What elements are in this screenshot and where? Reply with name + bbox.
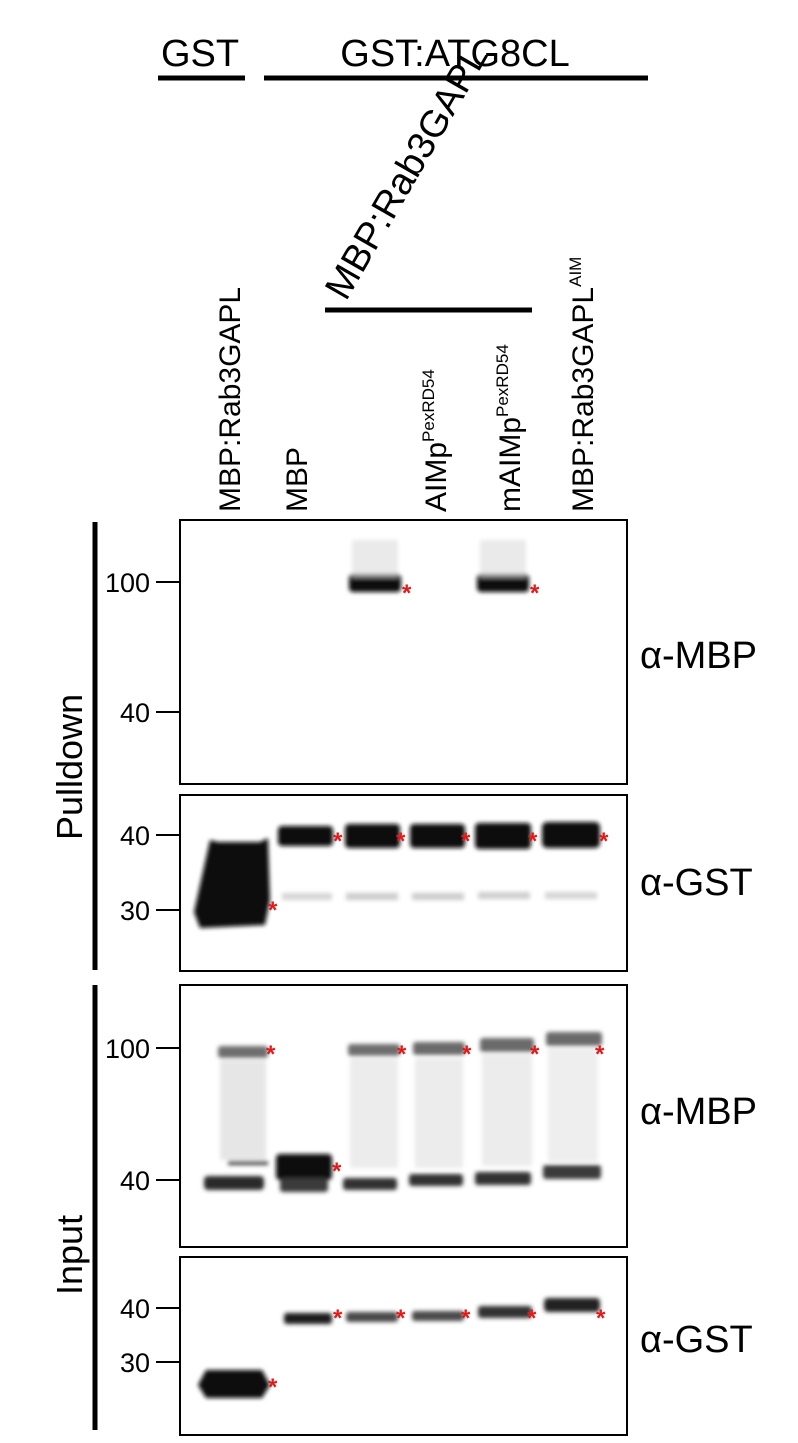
marker-label: 100 (105, 568, 150, 598)
antibody-label: α-GST (640, 1319, 753, 1361)
control-label: GST (161, 33, 239, 75)
svg-text:MBP: MBP (281, 447, 314, 512)
band-smear (220, 1060, 266, 1160)
band-smear (482, 1054, 532, 1166)
panel-input-mbp: 100 40 α-MBP (105, 1032, 757, 1196)
band-star: * (333, 828, 343, 855)
band (412, 1311, 464, 1321)
svg-text:Input: Input (49, 1215, 90, 1295)
band (343, 1178, 397, 1190)
band (284, 1313, 332, 1324)
svg-text:Pulldown: Pulldown (49, 694, 90, 840)
marker-label: 40 (120, 1166, 150, 1196)
band (543, 1165, 601, 1179)
panel-pulldown-gst: 40 30 α-GST * * * * * * (120, 821, 753, 928)
band-faint (412, 893, 464, 900)
input-label: Input (49, 1215, 90, 1295)
band-star: * (268, 1374, 278, 1401)
band (409, 1174, 463, 1186)
band-smear (415, 1058, 463, 1168)
band-star: * (595, 1041, 605, 1068)
band (546, 1032, 602, 1046)
band-star: * (596, 1305, 606, 1332)
antibody-label: α-MBP (640, 1091, 757, 1133)
band-smear (350, 1058, 398, 1168)
band (475, 823, 531, 849)
band (349, 574, 401, 592)
marker-label: 30 (120, 1348, 150, 1378)
band (276, 1154, 332, 1180)
band-faint (282, 893, 332, 900)
band (480, 1038, 534, 1052)
antibody-label: α-GST (640, 862, 753, 904)
lane-label-5: mAIMpPexRD54 (493, 344, 527, 512)
marker-label: 40 (120, 1294, 150, 1324)
band (278, 826, 333, 846)
band-star: * (461, 1305, 471, 1332)
band (198, 1370, 270, 1398)
band-group (204, 1032, 602, 1192)
band-star: * (333, 1305, 343, 1332)
marker-label: 40 (120, 821, 150, 851)
band (410, 824, 465, 848)
band-star: * (266, 1041, 276, 1068)
lane-label-6: MBP:Rab3GAPLAIM (566, 257, 600, 512)
band-star: * (396, 1305, 406, 1332)
svg-text:MBP:Rab3GAPLAIM: MBP:Rab3GAPLAIM (566, 257, 600, 512)
band-faint (545, 892, 597, 899)
svg-text:AIMpPexRD54: AIMpPexRD54 (419, 369, 453, 512)
svg-text:mAIMpPexRD54: mAIMpPexRD54 (493, 344, 527, 512)
band (348, 1044, 400, 1056)
band (544, 1298, 600, 1312)
band-star: * (332, 1158, 342, 1185)
bait-label: GST:ATG8CL (340, 33, 569, 75)
band-star: * (528, 828, 538, 855)
band-star: * (461, 828, 471, 855)
band (478, 1306, 532, 1318)
lane-label-1: MBP:Rab3GAPL (214, 287, 247, 512)
band (475, 1172, 531, 1185)
band-smear (480, 540, 526, 578)
band-faint (346, 893, 398, 900)
band (413, 1042, 465, 1055)
band-group (198, 1298, 600, 1398)
band-star: * (397, 1041, 407, 1068)
band-star: * (527, 1305, 537, 1332)
band (280, 1178, 328, 1192)
svg-text:MBP:Rab3GAPL: MBP:Rab3GAPL (214, 287, 247, 512)
panel-pulldown-mbp: 100 40 α-MBP * * (105, 540, 757, 728)
band-star: * (462, 1041, 472, 1068)
band-star: * (402, 580, 412, 607)
pulldown-label: Pulldown (49, 694, 90, 840)
panel-frame-pulldown-mbp (179, 519, 628, 785)
band-group (349, 540, 529, 592)
band-star: * (530, 580, 540, 607)
band-smear (548, 1048, 598, 1162)
band (477, 574, 529, 592)
band-star: * (530, 1041, 540, 1068)
band (345, 824, 400, 848)
panel-frame-input-gst (179, 1256, 628, 1436)
lane-label-4: AIMpPexRD54 (419, 369, 453, 512)
panel-input-gst: 40 30 α-GST * * * * * * (120, 1294, 753, 1401)
band (228, 1161, 268, 1165)
marker-label: 30 (120, 896, 150, 926)
band-star: * (599, 828, 609, 855)
marker-label: 40 (120, 698, 150, 728)
band-star: * (396, 828, 406, 855)
band (346, 1312, 398, 1322)
band (204, 1176, 264, 1190)
marker-label: 100 (105, 1034, 150, 1064)
antibody-label: α-MBP (640, 635, 757, 677)
band-faint (478, 892, 530, 899)
band (194, 838, 270, 928)
band (542, 822, 600, 848)
band-smear (352, 540, 398, 578)
band-group (194, 822, 600, 928)
lane-label-2: MBP (281, 447, 314, 512)
band (218, 1046, 268, 1058)
band-star: * (268, 897, 278, 924)
